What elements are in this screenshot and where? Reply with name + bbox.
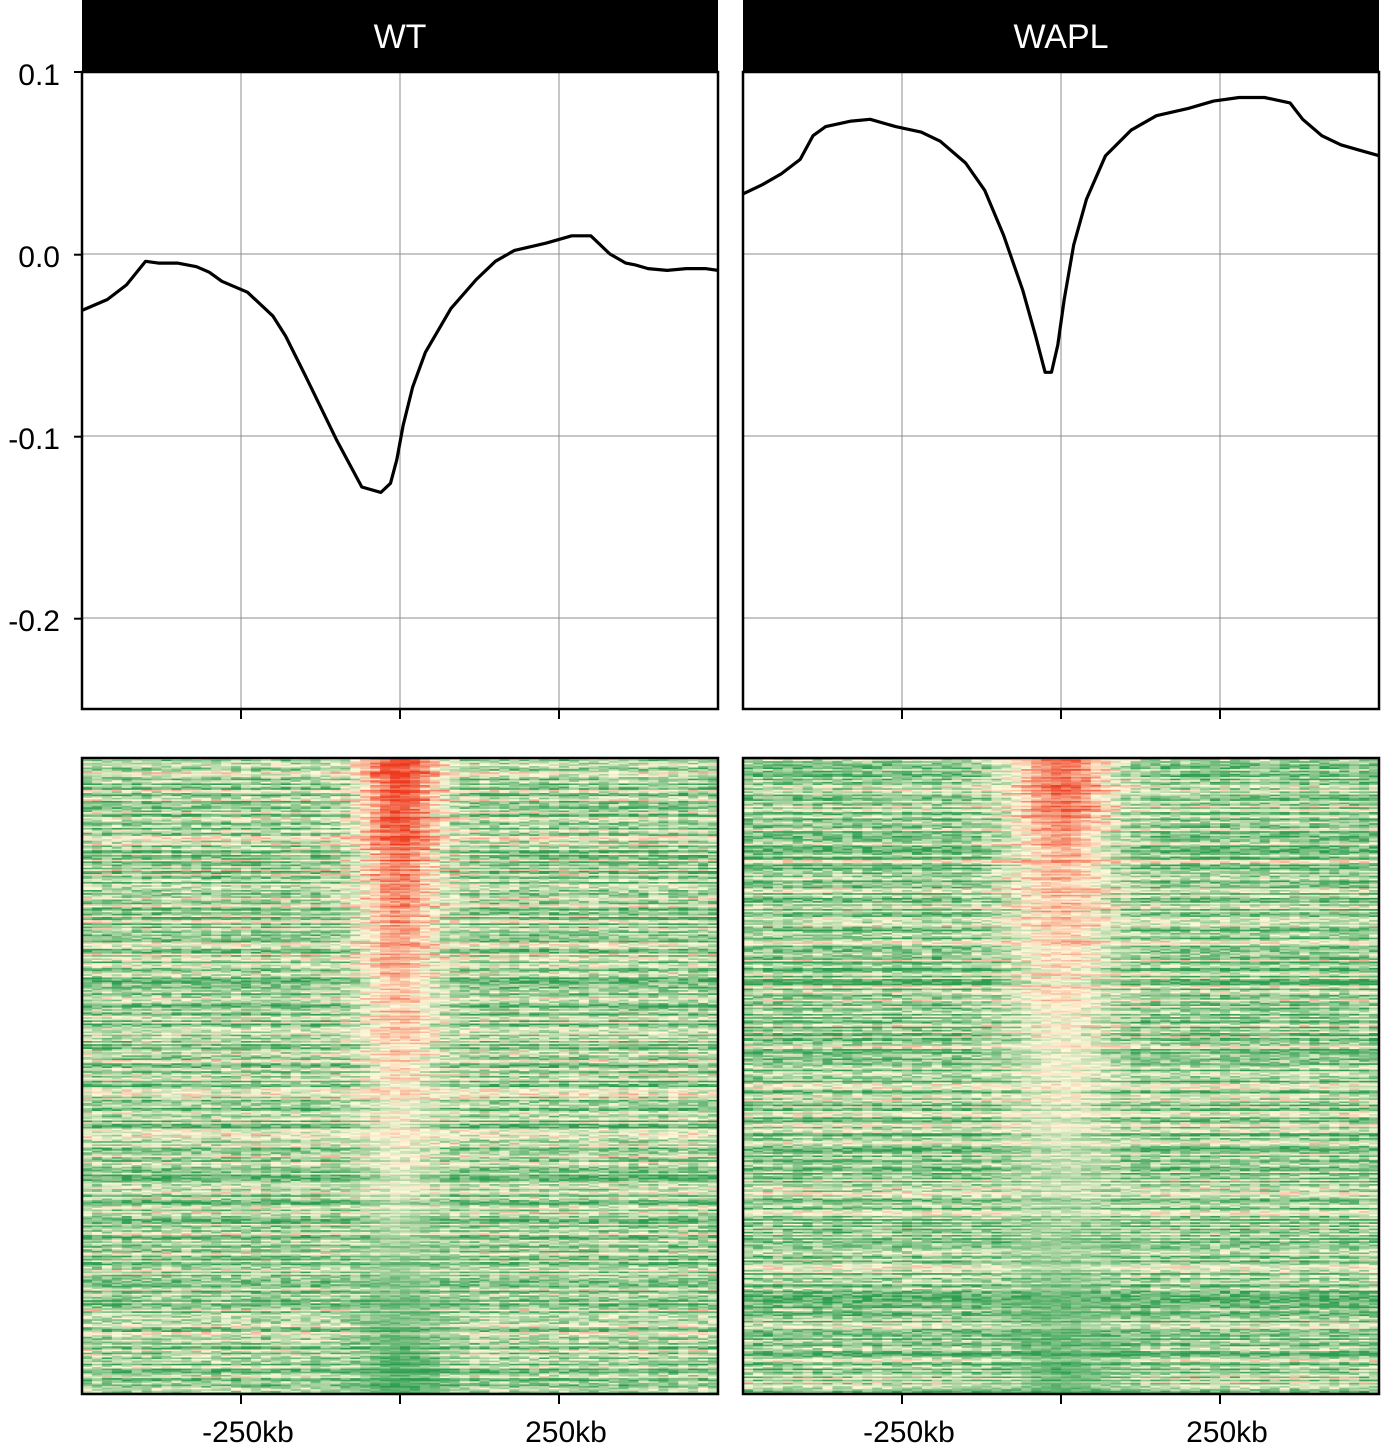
- grid-wapl: [743, 72, 1379, 709]
- line-panel-wapl: WAPL: [743, 0, 1379, 719]
- y-tick-label-0: 0.1: [18, 59, 60, 92]
- y-tick-label-2: -0.1: [8, 423, 60, 456]
- panel-title-wapl: WAPL: [1013, 18, 1108, 56]
- x-ticks-wapl: [902, 709, 1220, 719]
- line-panel-wt: WT: [82, 0, 718, 719]
- y-axis: 0.1 0.0 -0.1 -0.2: [8, 59, 82, 638]
- panel-title-wt: WT: [374, 18, 427, 56]
- grid-wt: [82, 72, 718, 709]
- y-tick-label-1: 0.0: [18, 241, 60, 274]
- y-tick-label-3: -0.2: [8, 605, 60, 638]
- heatmap-panel-wt: -250kb 250kb: [82, 758, 719, 1444]
- heatmap-wt: [82, 758, 719, 1395]
- x-ticks-wt: [241, 709, 559, 719]
